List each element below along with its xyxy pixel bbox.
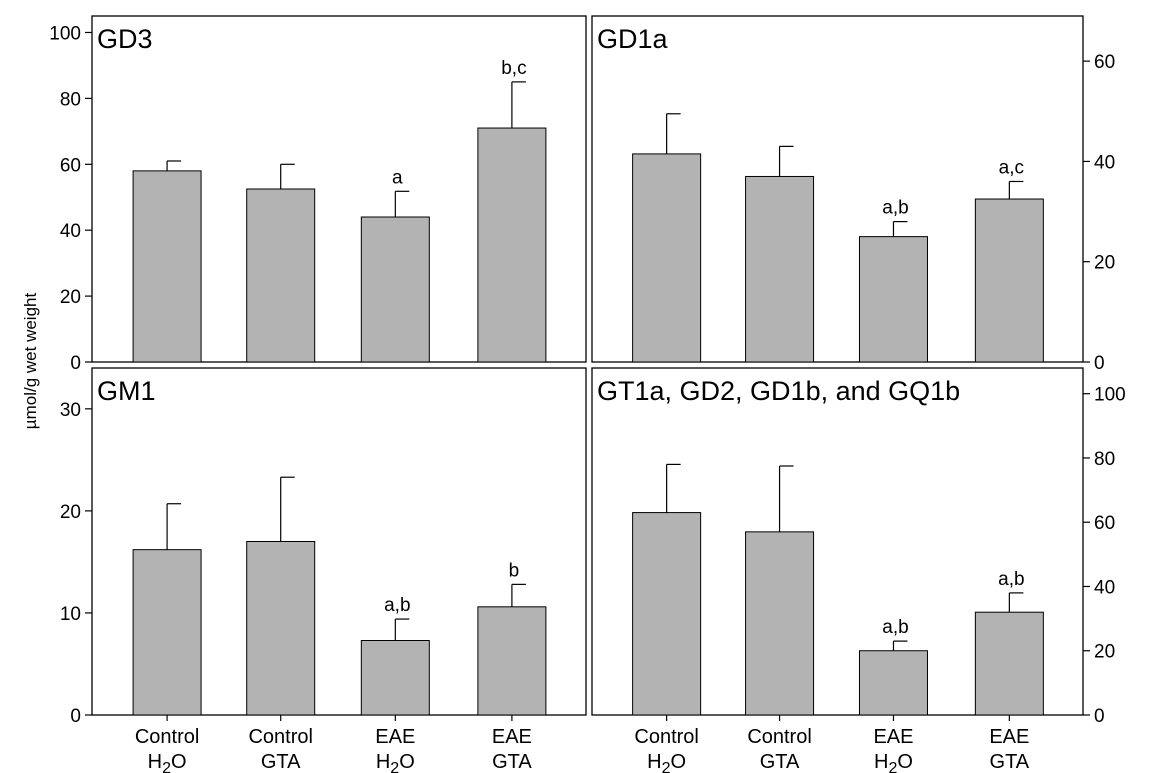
panel-frame: [591, 15, 1084, 363]
panel-title: GD3: [97, 24, 153, 54]
y-tick-label: 40: [1094, 577, 1115, 598]
y-tick-label: 80: [1094, 449, 1115, 470]
y-tick-label: 0: [70, 706, 81, 727]
y-tick-label: 40: [60, 221, 81, 242]
category-label-line2: GTA: [261, 751, 301, 773]
bar: [477, 127, 547, 363]
panel-frame: [91, 15, 587, 363]
category-label-line2: H2O: [647, 751, 686, 773]
bar: [974, 198, 1044, 363]
significance-label: a,b: [882, 198, 908, 219]
category-label: Control: [634, 726, 698, 748]
panel-frame: [591, 367, 1084, 716]
y-tick-label: 100: [1094, 385, 1126, 406]
category-label-line2: H2O: [376, 751, 415, 773]
y-tick-label: 20: [60, 502, 81, 523]
category-label: EAE: [375, 726, 415, 748]
significance-label: a,c: [999, 157, 1024, 178]
significance-label: a: [392, 167, 403, 188]
bar: [974, 611, 1044, 716]
y-tick-label: 60: [1094, 513, 1115, 534]
bar: [858, 650, 928, 716]
significance-label: a,b: [384, 595, 410, 616]
bar: [132, 170, 202, 363]
category-label-line2: GTA: [760, 751, 800, 773]
y-tick-label: 40: [1094, 152, 1115, 173]
bar: [132, 549, 202, 716]
significance-label: b,c: [501, 58, 526, 79]
panel-title: GT1a, GD2, GD1b, and GQ1b: [597, 376, 960, 406]
category-label: EAE: [989, 726, 1029, 748]
category-label: EAE: [492, 726, 532, 748]
y-tick-label: 30: [60, 400, 81, 421]
category-label-line2: GTA: [492, 751, 532, 773]
category-label-line2: H2O: [148, 751, 187, 773]
bar: [360, 639, 430, 716]
significance-label: b: [509, 560, 520, 581]
y-tick-label: 10: [60, 604, 81, 625]
category-label: Control: [135, 726, 199, 748]
y-tick-label: 20: [1094, 253, 1115, 274]
bar: [632, 512, 702, 716]
y-tick-label: 80: [60, 89, 81, 110]
bar: [632, 153, 702, 363]
y-axis-label: µmol/g wet weight: [21, 293, 40, 430]
significance-label: a,b: [998, 569, 1024, 590]
category-label: Control: [248, 726, 312, 748]
bar: [745, 175, 815, 363]
panel-2: GD1a 0 20 40 60 a,b a,c: [591, 15, 1115, 374]
y-tick-label: 0: [1094, 706, 1105, 727]
y-tick-label: 0: [70, 353, 81, 374]
y-tick-label: 20: [60, 287, 81, 308]
panel-1: GD3 0 20 40 60 80 100 a b,c: [49, 15, 587, 374]
category-label-line2: GTA: [990, 751, 1030, 773]
bar: [246, 541, 316, 716]
bar: [858, 236, 928, 363]
panel-title: GM1: [97, 376, 156, 406]
panel-4: GT1a, GD2, GD1b, and GQ1b 0 20 40 60 80 100 a,b…: [591, 367, 1126, 773]
category-label: EAE: [873, 726, 913, 748]
bar: [477, 606, 547, 716]
panel-3: GM1 0 10 20 30 a,b b Control H2O Control GTA EAE H2O…: [60, 367, 587, 773]
y-tick-label: 60: [1094, 52, 1115, 73]
y-tick-label: 100: [49, 23, 81, 44]
bar: [745, 531, 815, 716]
y-tick-label: 20: [1094, 642, 1115, 663]
bar: [360, 216, 430, 363]
significance-label: a,b: [882, 617, 908, 638]
panel-title: GD1a: [597, 24, 669, 54]
category-label: Control: [747, 726, 811, 748]
bar: [246, 188, 316, 363]
panel-frame: [91, 367, 587, 716]
y-tick-label: 60: [60, 155, 81, 176]
category-label-line2: H2O: [874, 751, 913, 773]
y-tick-label: 0: [1094, 353, 1105, 374]
